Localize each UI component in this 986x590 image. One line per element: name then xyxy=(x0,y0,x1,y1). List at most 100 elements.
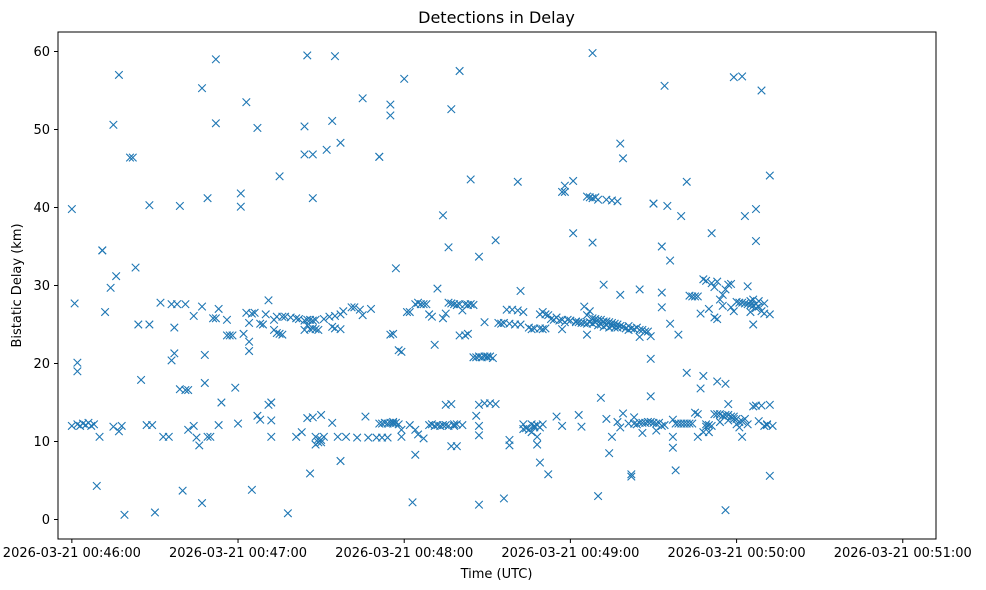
data-point xyxy=(308,193,318,203)
data-point xyxy=(314,325,323,335)
data-point xyxy=(197,498,207,508)
data-point xyxy=(676,211,686,221)
data-point xyxy=(458,420,467,430)
data-point xyxy=(444,298,453,307)
data-point xyxy=(682,177,691,186)
data-point xyxy=(200,350,209,360)
data-point xyxy=(544,310,553,320)
data-point xyxy=(181,300,190,309)
data-point xyxy=(616,139,625,148)
data-point xyxy=(408,498,417,507)
data-point xyxy=(211,55,221,64)
data-point xyxy=(544,470,553,479)
data-point xyxy=(577,422,586,431)
data-point xyxy=(386,111,395,120)
y-axis: 0 10 20 30 40 50 60 xyxy=(33,45,58,528)
data-point xyxy=(283,509,293,518)
data-point xyxy=(214,304,223,314)
data-point xyxy=(225,331,234,340)
data-point xyxy=(239,329,248,339)
data-point xyxy=(236,202,245,211)
data-point xyxy=(535,458,545,467)
data-point xyxy=(674,330,683,339)
data-point xyxy=(316,410,326,420)
data-point xyxy=(710,282,719,292)
data-point xyxy=(106,283,115,293)
data-point xyxy=(765,400,775,410)
data-point xyxy=(613,197,622,206)
data-point xyxy=(167,356,176,365)
data-point xyxy=(444,243,453,252)
data-point xyxy=(322,145,331,154)
data-point xyxy=(214,420,223,430)
data-point xyxy=(261,310,270,319)
data-point xyxy=(316,438,326,447)
data-point xyxy=(690,292,700,301)
data-point xyxy=(627,470,636,479)
data-point xyxy=(203,193,212,203)
data-point xyxy=(308,316,318,325)
data-point xyxy=(181,385,190,395)
data-point xyxy=(397,425,406,434)
data-point xyxy=(585,307,594,316)
data-point xyxy=(466,300,475,309)
data-point xyxy=(519,307,528,317)
data-point xyxy=(635,285,644,294)
data-point xyxy=(580,302,589,311)
data-point xyxy=(762,420,772,429)
data-point xyxy=(588,48,597,58)
data-point xyxy=(364,433,373,442)
x-tick-label: 2026-03-21 00:51:00 xyxy=(834,546,972,561)
data-point xyxy=(693,292,702,301)
data-point xyxy=(599,280,608,289)
data-point xyxy=(496,319,506,328)
data-point xyxy=(530,421,539,431)
data-point xyxy=(513,177,522,186)
data-point xyxy=(571,317,581,326)
data-point xyxy=(275,172,284,181)
data-point xyxy=(607,432,617,442)
data-point xyxy=(740,414,750,424)
data-point xyxy=(125,153,135,162)
data-point xyxy=(491,399,500,409)
data-point xyxy=(560,187,570,197)
data-point xyxy=(671,466,680,475)
data-point xyxy=(721,505,730,515)
data-point xyxy=(350,303,359,312)
data-point xyxy=(491,236,500,245)
data-point xyxy=(267,432,276,442)
data-point xyxy=(172,300,182,309)
data-point xyxy=(253,123,262,133)
data-point xyxy=(95,432,104,442)
data-point xyxy=(114,427,124,436)
data-point xyxy=(588,314,597,323)
data-point xyxy=(582,192,592,201)
data-point xyxy=(754,417,763,426)
data-point xyxy=(665,319,675,328)
data-point xyxy=(233,419,243,428)
data-point xyxy=(433,284,442,293)
data-point xyxy=(541,310,550,319)
data-point xyxy=(704,420,714,430)
data-point xyxy=(713,277,722,286)
data-point xyxy=(602,317,611,326)
data-point xyxy=(607,318,617,328)
data-point xyxy=(665,256,675,265)
data-point xyxy=(120,510,129,520)
data-point xyxy=(164,432,173,442)
data-point xyxy=(499,494,509,503)
data-point xyxy=(383,433,392,442)
data-point xyxy=(267,416,276,425)
data-point xyxy=(419,434,428,443)
data-point xyxy=(646,354,655,364)
data-point xyxy=(203,432,212,442)
data-point xyxy=(749,295,758,304)
data-point xyxy=(341,432,351,442)
data-point xyxy=(682,368,691,378)
data-point xyxy=(128,153,137,162)
data-point xyxy=(150,508,160,517)
plot-area xyxy=(67,48,777,520)
data-point xyxy=(430,340,439,349)
data-point xyxy=(303,321,312,330)
x-tick-label: 2026-03-21 00:49:00 xyxy=(501,546,639,561)
